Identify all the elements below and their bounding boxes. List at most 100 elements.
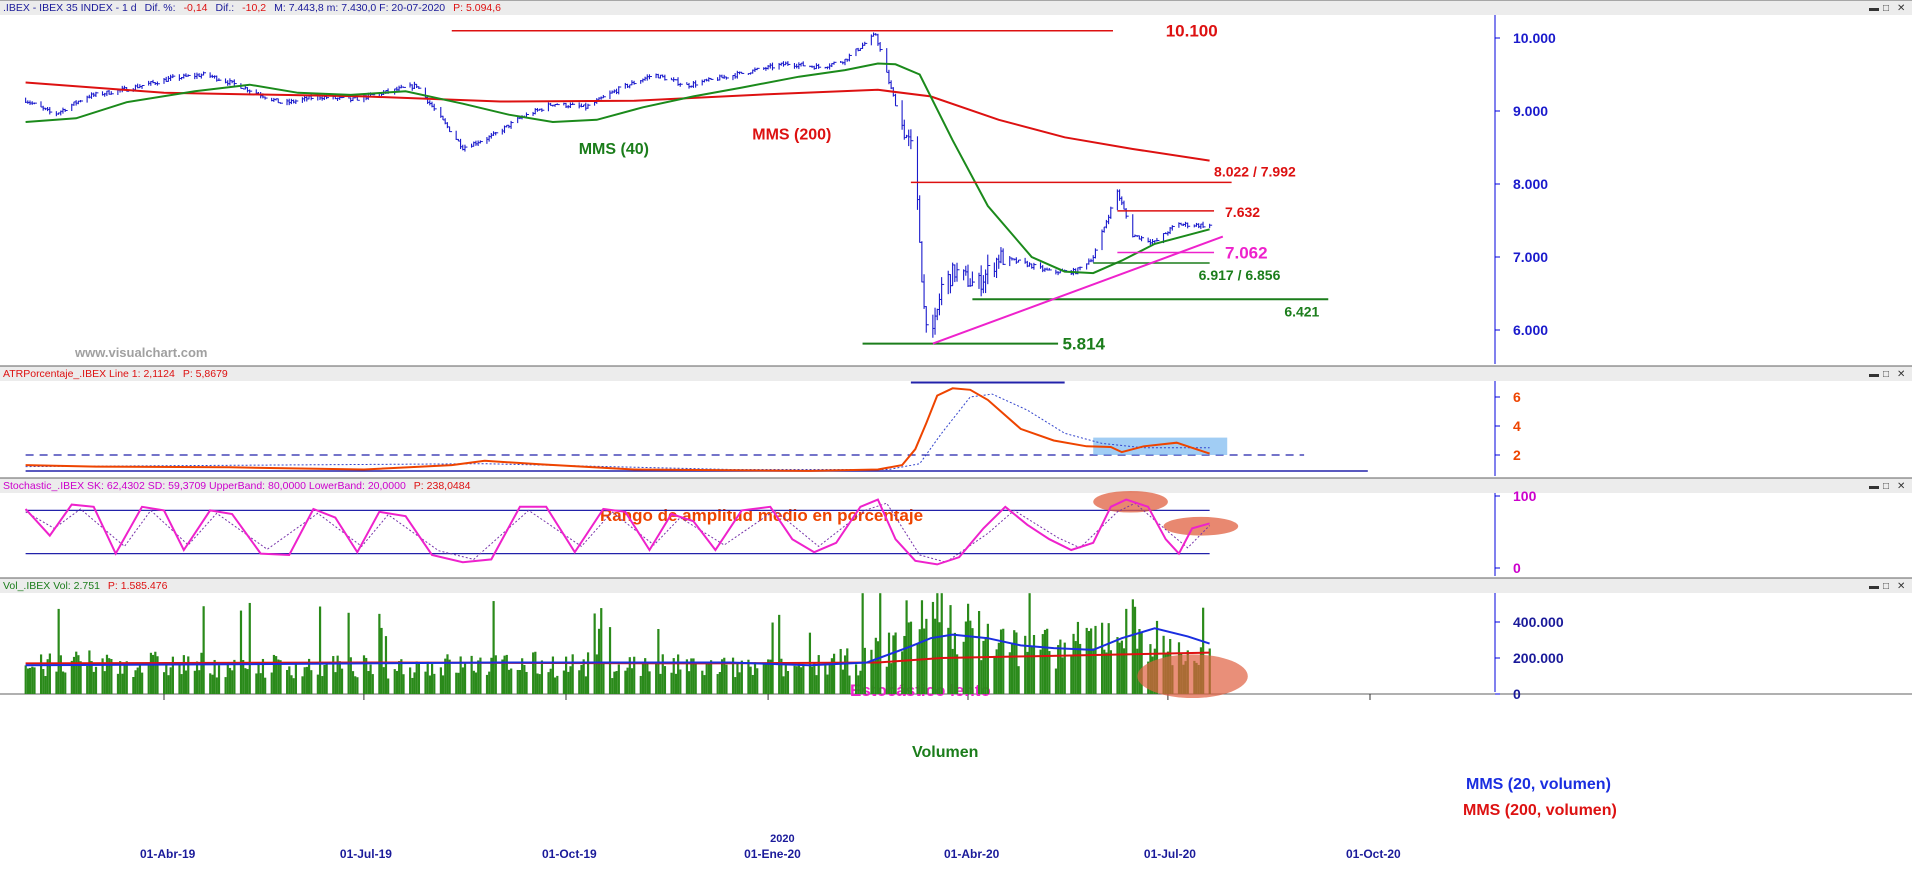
atr-y-tick-label: 2 bbox=[1513, 447, 1521, 463]
volume-bar bbox=[674, 673, 678, 694]
volume-bar bbox=[1138, 628, 1141, 694]
volume-bar bbox=[431, 664, 434, 694]
volume-bar bbox=[1101, 622, 1104, 694]
volume-bar bbox=[301, 676, 304, 694]
volume-bar bbox=[1059, 639, 1062, 694]
volume-bar bbox=[365, 657, 368, 694]
volume-bar bbox=[903, 635, 906, 694]
volume-bar bbox=[103, 671, 106, 694]
level-label: 6.917 / 6.856 bbox=[1199, 267, 1281, 283]
volume-bar bbox=[1122, 648, 1126, 694]
volume-bar bbox=[753, 662, 757, 694]
volume-bar bbox=[578, 670, 581, 694]
volume-bar bbox=[854, 664, 858, 694]
minimize-button[interactable]: ▬ bbox=[1869, 581, 1879, 592]
volume-bar bbox=[613, 671, 616, 694]
volume-bar bbox=[492, 601, 495, 694]
volume-bar bbox=[202, 606, 205, 694]
mms40-line bbox=[25, 62, 1210, 275]
volume-bar bbox=[1013, 630, 1016, 694]
volume-bar bbox=[953, 632, 957, 694]
volume-bar bbox=[136, 667, 139, 694]
volume-title: Volumen bbox=[912, 744, 978, 761]
volume-bar bbox=[356, 677, 359, 694]
minimize-button[interactable]: ▬ bbox=[1869, 3, 1879, 14]
volume-bar bbox=[165, 663, 168, 694]
volume-bar bbox=[398, 661, 401, 694]
volume-bar bbox=[824, 662, 827, 694]
volume-bar bbox=[982, 640, 985, 694]
volume-bar bbox=[336, 655, 339, 694]
volume-bar bbox=[771, 622, 774, 694]
close-button[interactable]: ✕ bbox=[1897, 581, 1905, 592]
volume-bar bbox=[536, 673, 539, 694]
volume-bar bbox=[890, 663, 893, 694]
volume-bar bbox=[439, 667, 442, 694]
volume-bar bbox=[426, 661, 429, 694]
volume-bar bbox=[778, 614, 781, 694]
volume-bar bbox=[1120, 640, 1123, 694]
volume-bar bbox=[105, 654, 109, 694]
volume-bar bbox=[797, 662, 801, 694]
volume-bar bbox=[547, 672, 550, 694]
volume-bar bbox=[33, 667, 36, 694]
volume-bar bbox=[617, 664, 620, 694]
volume-bar bbox=[556, 675, 559, 694]
x-axis-label: 01-Abr-19 bbox=[140, 847, 196, 861]
volume-bar bbox=[323, 664, 326, 694]
volume-bar bbox=[213, 659, 216, 694]
maximize-button[interactable]: □ bbox=[1883, 3, 1889, 14]
volume-bar bbox=[187, 656, 190, 694]
volume-bar bbox=[1057, 645, 1060, 694]
watermark-text: www.visualchart.com bbox=[74, 345, 207, 360]
volume-bar bbox=[707, 661, 710, 694]
volume-bar bbox=[1010, 642, 1014, 694]
minimize-button[interactable]: ▬ bbox=[1869, 481, 1879, 492]
volume-bar bbox=[1155, 620, 1159, 694]
volume-bar bbox=[29, 667, 32, 694]
volume-bar bbox=[167, 675, 170, 694]
volume-bar bbox=[325, 663, 328, 694]
maximize-button[interactable]: □ bbox=[1883, 481, 1889, 492]
volume-bar bbox=[77, 655, 80, 694]
volume-bar bbox=[123, 662, 126, 694]
close-button[interactable]: ✕ bbox=[1897, 481, 1905, 492]
close-button[interactable]: ✕ bbox=[1897, 3, 1905, 14]
maximize-button[interactable]: □ bbox=[1883, 369, 1889, 380]
volume-bar bbox=[92, 671, 95, 694]
price-panel-header-bar bbox=[0, 0, 1912, 15]
volume-bar bbox=[940, 593, 943, 694]
volume-y-tick-label: 400.000 bbox=[1513, 614, 1564, 630]
atr-header-part: ATRPorcentaje_.IBEX Line 1: 2,1124 bbox=[3, 368, 175, 380]
volume-bar bbox=[228, 667, 232, 694]
volume-bar bbox=[672, 658, 675, 694]
x-axis-label: 01-Oct-19 bbox=[542, 847, 597, 861]
volume-bar bbox=[641, 662, 645, 694]
ma-annotation-label: MMS (200) bbox=[752, 126, 831, 143]
stoch-header-part: P: 238,0484 bbox=[414, 480, 471, 492]
volume-bar bbox=[648, 671, 651, 694]
price-header-part: M: 7.443,8 m: 7.430,0 F: 20-07-2020 bbox=[274, 2, 445, 14]
volume-bar bbox=[457, 672, 460, 694]
volume-bar bbox=[538, 674, 541, 694]
volume-bar bbox=[24, 665, 27, 694]
close-button[interactable]: ✕ bbox=[1897, 369, 1905, 380]
volume-bar bbox=[1090, 628, 1093, 694]
volume-bar bbox=[215, 677, 218, 694]
volume-bar bbox=[571, 654, 574, 694]
volume-bar bbox=[44, 676, 47, 694]
volume-bar bbox=[72, 656, 76, 694]
volume-bar bbox=[720, 659, 724, 694]
volume-bar bbox=[444, 658, 447, 694]
volume-panel-header: Vol_.IBEX Vol: 2.751 P: 1.585.476 bbox=[3, 580, 168, 592]
maximize-button[interactable]: □ bbox=[1883, 581, 1889, 592]
volume-bar bbox=[1103, 649, 1106, 694]
volume-bar bbox=[870, 649, 873, 694]
volume-bar bbox=[1131, 599, 1134, 694]
volume-bar bbox=[316, 674, 319, 694]
atr-y-tick-label: 4 bbox=[1513, 418, 1521, 434]
volume-bar bbox=[901, 651, 904, 694]
minimize-button[interactable]: ▬ bbox=[1869, 369, 1879, 380]
volume-bar bbox=[718, 672, 721, 694]
x-axis-label: 01-Jul-20 bbox=[1144, 847, 1196, 861]
